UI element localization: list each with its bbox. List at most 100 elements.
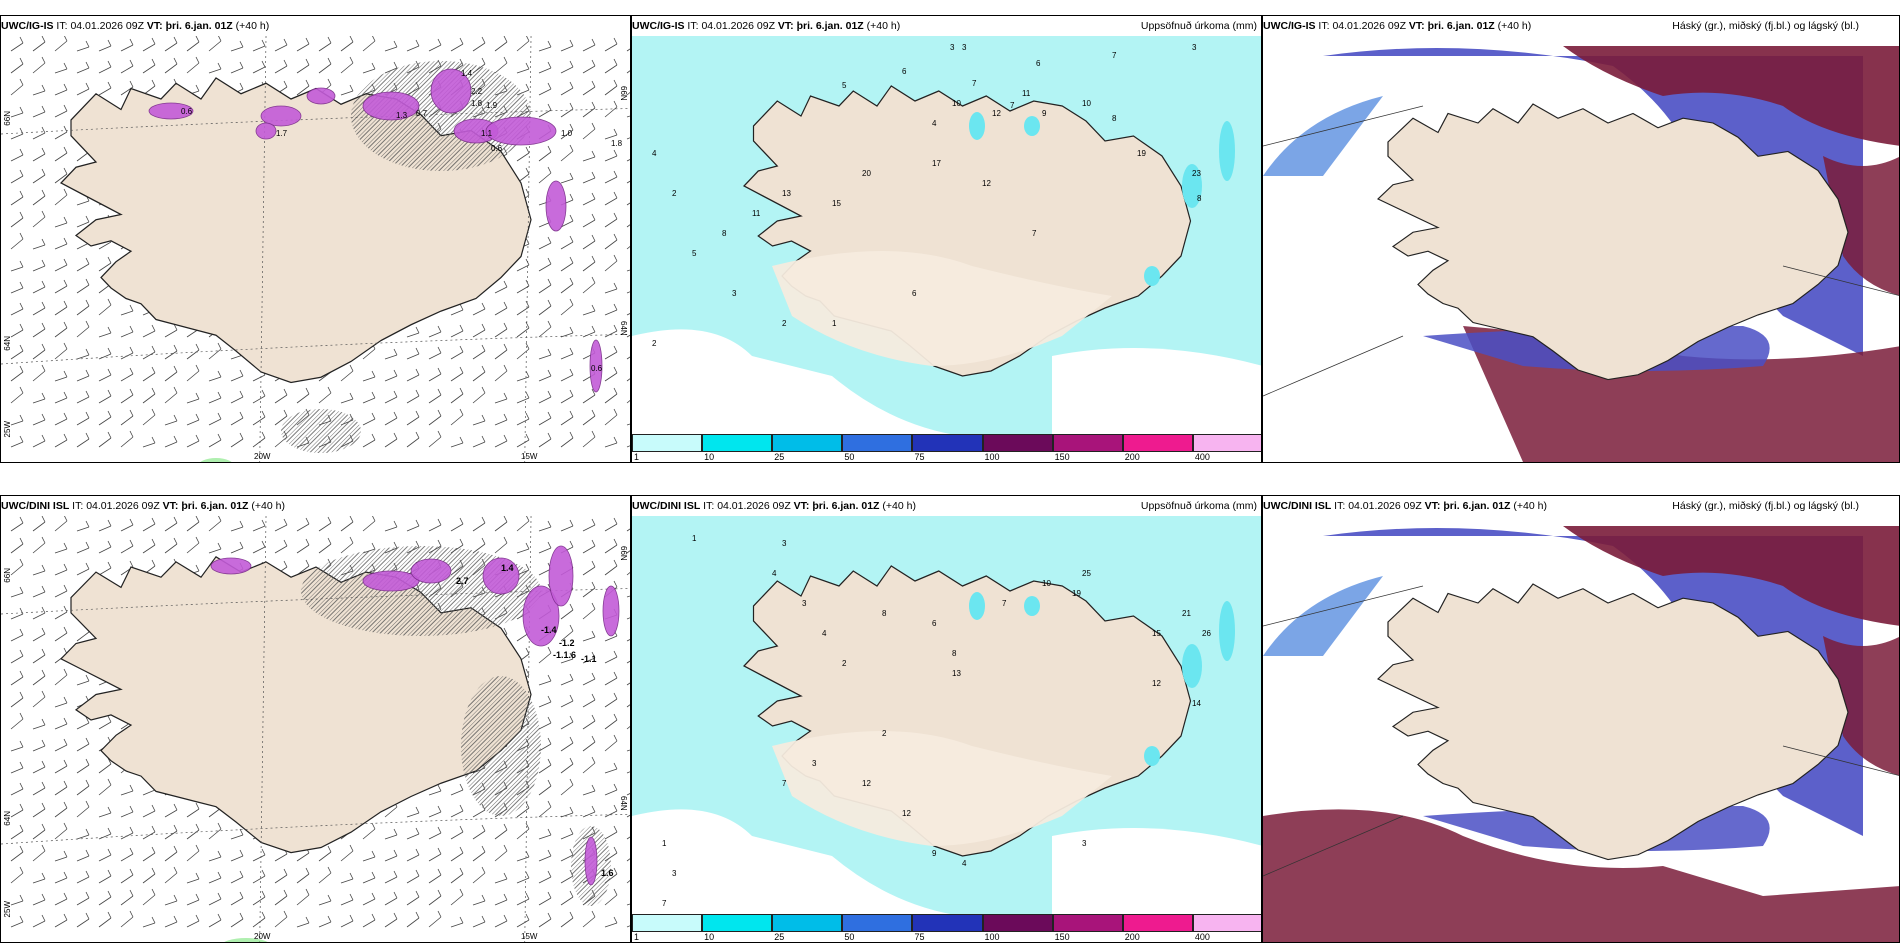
wind-barb bbox=[384, 40, 398, 52]
snowfall-cell bbox=[362, 570, 420, 592]
wind-barb bbox=[230, 411, 244, 426]
wind-barb bbox=[516, 822, 530, 840]
wind-barb bbox=[98, 778, 112, 796]
model-name: UWC/DINI ISL bbox=[1, 500, 70, 512]
wind-barb bbox=[32, 301, 46, 316]
wind-barb bbox=[76, 912, 90, 928]
wind-barb bbox=[54, 216, 68, 228]
wind-barb bbox=[516, 850, 530, 862]
wind-barb bbox=[626, 571, 630, 576]
wind-barb bbox=[582, 430, 596, 448]
wind-barb bbox=[142, 366, 156, 382]
boundary-line bbox=[1263, 105, 1424, 147]
wind-barb bbox=[98, 757, 112, 774]
wind-barb bbox=[252, 519, 266, 532]
wind-barb bbox=[582, 59, 596, 74]
wind-barb bbox=[560, 431, 574, 448]
wind-barb bbox=[582, 602, 596, 620]
wind-barb bbox=[10, 782, 24, 796]
wind-barb bbox=[604, 303, 618, 316]
wind-barb bbox=[384, 411, 398, 426]
wind-barb bbox=[604, 559, 618, 576]
precip-value-label: 8 bbox=[722, 229, 727, 238]
wind-barb bbox=[384, 912, 398, 928]
wind-barb bbox=[626, 771, 630, 774]
wind-barb bbox=[450, 867, 464, 884]
wind-barb bbox=[54, 696, 68, 708]
wind-barb bbox=[450, 37, 464, 52]
wind-barb bbox=[32, 280, 46, 294]
wind-barb bbox=[384, 828, 398, 840]
wind-barb bbox=[582, 304, 596, 316]
precip-value-label: 25 bbox=[1082, 569, 1091, 578]
wind-barb bbox=[186, 516, 200, 532]
wind-barb bbox=[538, 369, 552, 382]
colorbar-swatch bbox=[912, 914, 983, 932]
wind-barb bbox=[120, 59, 134, 74]
it-label: IT: bbox=[56, 20, 68, 32]
wind-barb bbox=[274, 388, 288, 404]
wind-barb bbox=[120, 409, 134, 426]
wind-barb bbox=[362, 62, 376, 74]
it-value: 04.01.2026 09Z bbox=[86, 500, 160, 512]
colorbar-tick-label: 50 bbox=[844, 932, 855, 942]
wind-barb bbox=[54, 563, 68, 576]
wind-barb bbox=[98, 81, 112, 96]
wind-barb bbox=[230, 432, 244, 448]
colorbar-tick-label: 400 bbox=[1194, 932, 1210, 942]
wind-barb bbox=[54, 104, 68, 118]
wind-barb bbox=[626, 269, 630, 272]
vt-label: VT: þri. 6.jan. 01Z bbox=[146, 20, 233, 32]
precip-value-label: 3 bbox=[812, 759, 817, 768]
wind-barb bbox=[208, 892, 222, 906]
wind-barb bbox=[10, 537, 24, 554]
panel-top-right: UWC/IG-IS IT: 04.01.2026 09Z VT: þri. 6.… bbox=[1262, 15, 1900, 463]
snow-value-label: -1.4 bbox=[541, 625, 557, 635]
wind-barb bbox=[604, 783, 618, 796]
wind-snow-map: 0.6 1.3 0.71.8 1.91.01.80.62.21.41.10.61.7 bbox=[1, 36, 630, 462]
vt-label: VT: þri. 6.jan. 01Z bbox=[1424, 500, 1511, 512]
colorbar-swatch bbox=[632, 914, 703, 932]
wind-barb bbox=[560, 603, 574, 620]
wind-barb bbox=[318, 516, 332, 532]
precip-value-label: 6 bbox=[912, 289, 917, 298]
wind-barb bbox=[164, 36, 178, 52]
wind-barb bbox=[32, 914, 46, 928]
colorbar-tick-label: 1 bbox=[634, 932, 640, 942]
wind-barb bbox=[76, 432, 90, 448]
wind-barb bbox=[10, 36, 24, 52]
precip-value-label: 2 bbox=[842, 659, 847, 668]
wind-barb bbox=[494, 301, 508, 316]
wind-barb bbox=[582, 122, 596, 140]
wind-barb bbox=[604, 100, 618, 118]
boundary-line bbox=[1782, 745, 1899, 776]
snow-value-label: 1.6 bbox=[601, 868, 614, 878]
wind-barb bbox=[362, 516, 376, 532]
wind-barb bbox=[318, 537, 332, 554]
wind-barb bbox=[538, 849, 552, 862]
lon-label-25w: 25W bbox=[3, 421, 12, 438]
wind-barb bbox=[54, 516, 68, 532]
wind-barb bbox=[626, 903, 630, 906]
wind-barb bbox=[340, 516, 354, 532]
wind-barb bbox=[10, 260, 24, 272]
wind-barb bbox=[560, 869, 574, 884]
snowfall-cell bbox=[485, 116, 557, 146]
precip-value-label: 7 bbox=[662, 899, 667, 908]
wind-barb bbox=[120, 784, 134, 796]
snow-value-label: 0.6 bbox=[181, 107, 193, 116]
panel-header: UWC/IG-IS IT: 04.01.2026 09Z VT: þri. 6.… bbox=[632, 16, 1261, 36]
wind-barb bbox=[142, 825, 156, 840]
wind-barb bbox=[494, 392, 508, 404]
wind-barb bbox=[142, 916, 156, 928]
wind-barb bbox=[604, 916, 618, 928]
wind-barb bbox=[142, 538, 156, 554]
panel-top-middle: UWC/IG-IS IT: 04.01.2026 09Z VT: þri. 6.… bbox=[631, 15, 1262, 463]
precip-value-label: 3 bbox=[1082, 839, 1087, 848]
wind-barb bbox=[450, 517, 464, 532]
high-cloud-area bbox=[1263, 809, 1899, 942]
wind-barb bbox=[164, 894, 178, 906]
wind-barb bbox=[10, 586, 24, 598]
wind-barb bbox=[472, 915, 486, 928]
wind-barb bbox=[54, 584, 68, 598]
